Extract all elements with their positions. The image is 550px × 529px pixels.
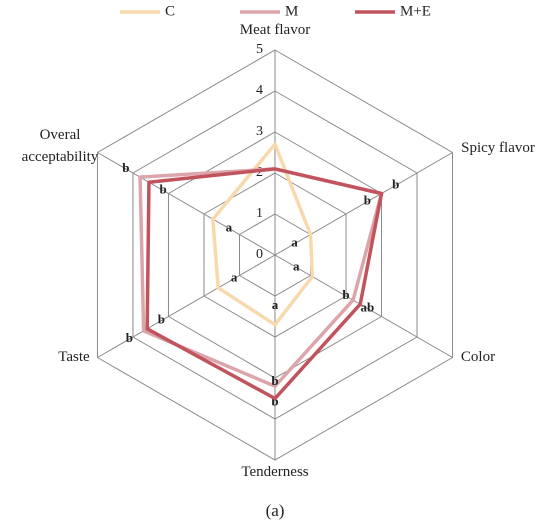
spoke xyxy=(274,254,453,358)
series-line xyxy=(145,167,384,401)
tick-label: 1 xyxy=(256,206,263,221)
tick-label: 0 xyxy=(256,247,263,262)
significance-label: b xyxy=(271,373,278,388)
tick-label: 4 xyxy=(256,83,263,98)
significance-label: ab xyxy=(360,299,374,314)
spoke xyxy=(97,254,276,358)
spoke xyxy=(97,152,276,256)
series-line xyxy=(138,167,384,388)
significance-label: b xyxy=(122,160,129,175)
category-label: Tenderness xyxy=(241,464,309,480)
significance-label: b xyxy=(158,312,165,327)
category-label: Overal acceptability xyxy=(21,127,99,165)
tick-label: 3 xyxy=(256,124,263,139)
legend-label: M xyxy=(285,3,298,19)
caption: (a) xyxy=(266,501,285,520)
significance-label: a xyxy=(226,219,233,234)
spoke xyxy=(274,152,453,256)
significance-label: b xyxy=(126,330,133,345)
tick-label: 2 xyxy=(256,165,263,180)
significance-label: a xyxy=(291,235,298,250)
category-label: Meat flavor xyxy=(239,22,311,38)
category-label: Spicy flavor xyxy=(461,140,535,156)
significance-label: b xyxy=(160,181,167,196)
tick-label: 5 xyxy=(256,42,263,57)
significance-label: b xyxy=(271,394,278,409)
legend-label: M+E xyxy=(400,3,431,19)
category-label: Taste xyxy=(58,349,90,365)
legend-label: C xyxy=(165,3,175,19)
significance-label: a xyxy=(272,297,279,312)
significance-label: a xyxy=(293,258,300,273)
category-label: Color xyxy=(460,349,496,365)
significance-label: b xyxy=(392,176,399,191)
significance-label: b xyxy=(342,287,349,302)
significance-label: a xyxy=(231,270,238,285)
series-line xyxy=(211,142,315,327)
significance-label: b xyxy=(364,193,371,208)
